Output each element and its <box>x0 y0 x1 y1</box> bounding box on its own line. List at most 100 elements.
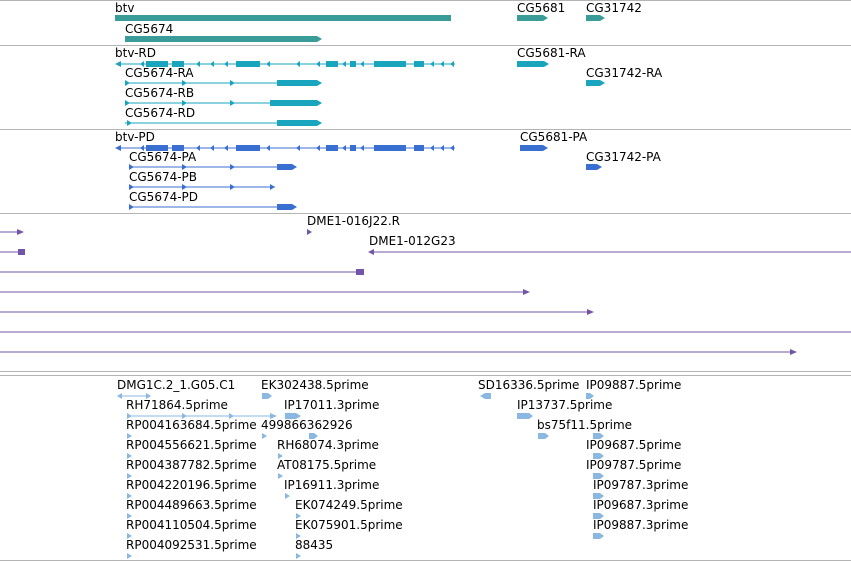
est-feature[interactable] <box>593 433 604 439</box>
est-feature[interactable] <box>278 473 283 479</box>
est-feature[interactable] <box>117 393 151 399</box>
gene-btv-glyph[interactable] <box>115 15 451 21</box>
transcript-cg5674-ra-glyph[interactable] <box>125 80 322 86</box>
gene-label-btv[interactable]: btv <box>115 1 135 15</box>
clone-feature[interactable] <box>0 249 25 255</box>
est-feature[interactable] <box>285 493 290 499</box>
transcript-label-cg5674-rb[interactable]: CG5674-RB <box>125 86 195 100</box>
clone-label-dme1-016j22[interactable]: DME1-016J22.R <box>307 214 401 228</box>
transcript-cg5681-ra-glyph[interactable] <box>517 61 549 67</box>
est-label[interactable]: IP17011.3prime <box>284 398 380 412</box>
est-label[interactable]: RP004163684.5prime <box>126 418 257 432</box>
transcript-label-cg5674-ra[interactable]: CG5674-RA <box>125 66 194 80</box>
est-label[interactable]: DMG1C.2_1.G05.C1 <box>117 378 236 392</box>
clone-dme1-016j22-glyph[interactable] <box>307 229 312 235</box>
est-feature[interactable] <box>296 553 301 559</box>
protein-glyphs <box>115 145 602 210</box>
gene-label-cg31742[interactable]: CG31742 <box>586 1 642 15</box>
transcript-btv-rd-glyph[interactable] <box>115 61 455 67</box>
transcript-cg5674-rb-glyph[interactable] <box>125 100 322 106</box>
est-feature[interactable] <box>586 393 594 399</box>
est-feature[interactable] <box>127 413 277 419</box>
est-feature[interactable] <box>593 513 604 519</box>
est-label[interactable]: EK075901.5prime <box>295 518 403 532</box>
protein-btv-pd-glyph[interactable] <box>115 145 455 151</box>
est-feature[interactable] <box>127 553 132 559</box>
protein-cg5674-pd-glyph[interactable] <box>129 204 297 210</box>
est-label[interactable]: EK074249.5prime <box>295 498 403 512</box>
est-label[interactable]: IP09687.3prime <box>593 498 689 512</box>
est-label[interactable]: IP09787.3prime <box>593 478 689 492</box>
est-feature[interactable] <box>127 453 132 459</box>
est-feature[interactable] <box>127 493 132 499</box>
protein-cg5674-pa-glyph[interactable] <box>129 164 297 170</box>
est-label[interactable]: IP09887.5prime <box>586 378 682 392</box>
est-feature[interactable] <box>127 473 132 479</box>
clone-feature[interactable] <box>0 349 797 355</box>
est-feature[interactable] <box>262 393 272 399</box>
est-feature[interactable] <box>127 533 132 539</box>
est-label[interactable]: EK302438.5prime <box>261 378 369 392</box>
protein-label-btv-pd[interactable]: btv-PD <box>115 130 155 144</box>
clone-feature[interactable] <box>0 269 364 275</box>
transcript-label-cg5681-ra[interactable]: CG5681-RA <box>517 46 586 60</box>
transcript-track: btv-RD CG5674-RA CG5674-RB CG5674-RD CG5… <box>0 45 851 129</box>
est-label[interactable]: 499866362926 <box>261 418 353 432</box>
est-label[interactable]: IP09687.5prime <box>586 438 682 452</box>
transcript-cg5674-rd-glyph[interactable] <box>125 120 322 126</box>
est-feature[interactable] <box>517 413 533 419</box>
est-feature[interactable] <box>538 433 549 439</box>
protein-cg5681-pa-glyph[interactable] <box>520 145 548 151</box>
gene-label-cg5681[interactable]: CG5681 <box>517 1 566 15</box>
est-label[interactable]: RH68074.3prime <box>277 438 379 452</box>
clone-feature[interactable] <box>0 229 24 235</box>
clone-label-dme1-012g23[interactable]: DME1-012G23 <box>369 234 456 248</box>
est-feature[interactable] <box>480 393 491 399</box>
est-feature[interactable] <box>593 453 604 459</box>
est-feature[interactable] <box>296 533 301 539</box>
est-feature[interactable] <box>127 433 132 439</box>
est-label[interactable]: IP09787.5prime <box>586 458 682 472</box>
est-feature[interactable] <box>127 513 132 519</box>
est-feature[interactable] <box>285 413 301 419</box>
est-label[interactable]: RH71864.5prime <box>126 398 228 412</box>
transcript-label-cg31742-ra[interactable]: CG31742-RA <box>586 66 663 80</box>
est-label[interactable]: RP004489663.5prime <box>126 498 257 512</box>
transcript-cg31742-ra-glyph[interactable] <box>586 80 605 86</box>
est-label[interactable]: SD16336.5prime <box>478 378 580 392</box>
gene-cg31742-glyph[interactable] <box>586 15 605 21</box>
clone-feature[interactable] <box>0 309 594 315</box>
clone-feature[interactable] <box>0 289 530 295</box>
est-feature[interactable] <box>278 453 283 459</box>
est-label[interactable]: RP004220196.5prime <box>126 478 257 492</box>
est-label[interactable]: bs75f11.5prime <box>537 418 633 432</box>
protein-label-cg5674-pa[interactable]: CG5674-PA <box>129 150 197 164</box>
est-label[interactable]: RP004556621.5prime <box>126 438 257 452</box>
est-feature[interactable] <box>593 493 604 499</box>
protein-label-cg5674-pb[interactable]: CG5674-PB <box>129 170 198 184</box>
protein-track: btv-PD CG5674-PA CG5674-PB CG5674-PD CG5… <box>0 129 851 213</box>
est-label[interactable]: RP004092531.5prime <box>126 538 257 552</box>
protein-cg31742-pa-glyph[interactable] <box>586 164 602 170</box>
transcript-label-cg5674-rd[interactable]: CG5674-RD <box>125 106 196 120</box>
protein-label-cg5681-pa[interactable]: CG5681-PA <box>520 130 588 144</box>
clone-dme1-012g23-glyph[interactable] <box>368 249 851 255</box>
est-feature[interactable] <box>296 513 301 519</box>
est-feature[interactable] <box>593 533 604 539</box>
est-label[interactable]: 88435 <box>295 538 334 552</box>
transcript-label-btv-rd[interactable]: btv-RD <box>115 46 157 60</box>
est-feature[interactable] <box>262 433 318 439</box>
est-label[interactable]: RP004110504.5prime <box>126 518 257 532</box>
est-label[interactable]: RP004387782.5prime <box>126 458 257 472</box>
gene-cg5681-glyph[interactable] <box>517 15 548 21</box>
protein-label-cg5674-pd[interactable]: CG5674-PD <box>129 190 199 204</box>
gene-cg5674-glyph[interactable] <box>125 36 322 42</box>
protein-label-cg31742-pa[interactable]: CG31742-PA <box>586 150 661 164</box>
gene-label-cg5674[interactable]: CG5674 <box>125 22 174 36</box>
protein-cg5674-pb-glyph[interactable] <box>129 184 275 190</box>
est-feature[interactable] <box>593 473 604 479</box>
est-label[interactable]: IP16911.3prime <box>284 478 380 492</box>
est-label[interactable]: IP09887.3prime <box>593 518 689 532</box>
est-label[interactable]: IP13737.5prime <box>517 398 613 412</box>
est-label[interactable]: AT08175.5prime <box>277 458 377 472</box>
